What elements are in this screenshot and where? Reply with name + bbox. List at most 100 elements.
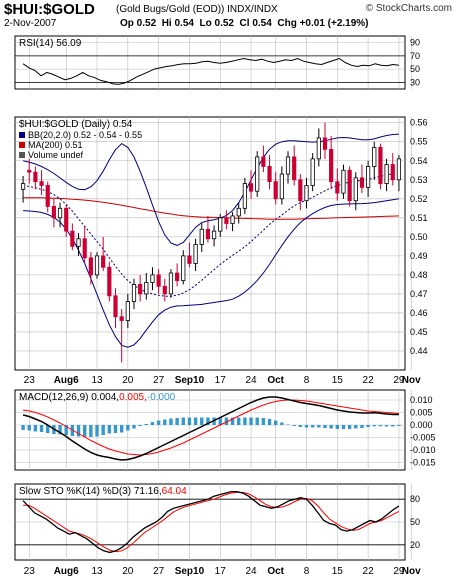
macd-histogram-bar: [187, 417, 192, 425]
candle-body-down: [70, 230, 75, 247]
x-axis-label-bottom: Sep10: [175, 566, 205, 577]
macd-histogram-bar: [206, 417, 210, 425]
macd-histogram-bar: [119, 425, 124, 433]
candle-body-up: [255, 156, 260, 192]
macd-histogram-bar: [82, 425, 87, 437]
macd-histogram-bar: [76, 425, 81, 437]
x-axis-label-bottom: Nov: [402, 566, 421, 577]
quote-low: Lo 0.52: [199, 18, 234, 29]
candle-body-up: [57, 207, 63, 219]
legend-swatch: [19, 132, 25, 138]
legend-entry: Volume undef: [28, 150, 84, 160]
candle-body-down: [45, 185, 50, 207]
quote-line: Op 0.52 Hi 0.54 Lo 0.52 Cl 0.54 Chg +0.0…: [120, 18, 369, 29]
macd-histogram-bar: [200, 417, 204, 425]
macd-histogram-bar: [46, 425, 50, 433]
macd-histogram-bar: [360, 425, 364, 428]
macd-histogram-bar: [113, 425, 118, 433]
macd-histogram-bar: [249, 417, 253, 425]
macd-histogram-bar: [230, 417, 235, 425]
price-y-tick-label: 0.52: [410, 194, 428, 204]
x-axis-label: 27: [153, 375, 165, 386]
price-y-tick-label: 0.45: [410, 327, 428, 337]
macd-title: MACD(12,26,9) 0.004,: [19, 392, 119, 403]
macd-y-tick-label: 0.005: [410, 408, 433, 418]
macd-histogram-bar: [384, 425, 389, 427]
candle-body-up: [181, 255, 186, 281]
candle-body-down: [329, 148, 334, 183]
chart-symbol: $HUI:$GOLD: [4, 1, 95, 18]
macd-y-tick-label: 0.000: [410, 420, 433, 430]
x-axis-label: Sep10: [175, 375, 205, 386]
macd-histogram-bar: [298, 425, 303, 427]
sto-k-line: [22, 490, 400, 554]
x-axis-label: 29: [393, 375, 405, 386]
macd-histogram-bar: [292, 425, 296, 426]
candle-body-up: [285, 156, 291, 175]
x-axis-label: Oct: [267, 375, 284, 386]
quote-open: Op 0.52: [120, 18, 157, 29]
x-axis-label-bottom: Aug6: [54, 566, 79, 577]
candle-body-down: [162, 285, 167, 295]
price-y-tick-label: 0.56: [410, 118, 428, 128]
x-axis-label: 15: [332, 375, 344, 386]
candle-body-down: [101, 255, 106, 268]
candle-body-up: [316, 137, 321, 160]
sto-y-tick-label: 80: [410, 494, 420, 504]
macd-y-tick-label: -0.015: [410, 458, 436, 468]
macd-line: [22, 396, 399, 461]
macd-histogram-bar: [163, 419, 167, 425]
x-axis-label-bottom: Oct: [267, 566, 284, 577]
candle-body-up: [341, 169, 346, 194]
macd-histogram-bar: [261, 418, 266, 425]
macd-signal-line: [23, 399, 399, 456]
macd-histogram-bar: [224, 417, 229, 425]
candle-body-down: [88, 257, 93, 276]
price-y-tick-label: 0.44: [410, 346, 428, 356]
quote-high: Hi 0.54: [161, 18, 194, 29]
quote-change: Chg +0.01 (+2.19%): [277, 18, 369, 29]
macd-title: -0.000: [147, 392, 176, 403]
macd-histogram-bar: [101, 425, 105, 435]
macd-histogram-bar: [126, 425, 130, 431]
macd-histogram-bar: [58, 425, 62, 435]
macd-histogram-bar: [193, 417, 198, 425]
macd-histogram-bar: [144, 424, 149, 425]
legend-entry: BB(20,2.0) 0.52 - 0.54 - 0.55: [28, 130, 142, 140]
x-axis-label: 23: [24, 375, 36, 386]
bb-upper-line: [22, 133, 399, 246]
macd-histogram-bar: [21, 425, 25, 430]
x-axis-label: 20: [122, 375, 134, 386]
candle-body-down: [27, 169, 32, 173]
candle-body-up: [236, 207, 241, 217]
rsi-y-tick-label: 70: [410, 51, 420, 61]
macd-title: 0.005,: [119, 392, 147, 403]
chart-subtitle: (Gold Bugs/Gold (EOD)) INDX/INDX: [116, 4, 278, 15]
x-axis-label: 17: [215, 375, 227, 386]
candle-body-down: [51, 206, 56, 219]
candle-body-down: [156, 274, 161, 287]
candle-body-up: [199, 228, 204, 245]
macd-y-tick-label: 0.010: [410, 395, 433, 405]
x-axis-label-bottom: 23: [24, 566, 36, 577]
sto-title: 64.04: [162, 486, 187, 497]
x-axis-label-bottom: 24: [245, 566, 257, 577]
candle-body-up: [168, 272, 174, 295]
candle-body-up: [242, 183, 247, 209]
candle-body-down: [33, 171, 38, 183]
macd-histogram-bar: [329, 425, 333, 429]
sto-y-tick-label: 50: [410, 517, 420, 527]
candle-body-up: [193, 244, 198, 264]
candle-body-up: [372, 147, 377, 167]
sto-d-line: [23, 491, 400, 553]
price-title: $HUI:$GOLD (Daily) 0.54: [19, 119, 133, 130]
candle-body-down: [39, 181, 44, 186]
x-axis-label-bottom: 15: [332, 566, 344, 577]
price-y-tick-label: 0.46: [410, 308, 428, 318]
legend-entry: MA(200) 0.51: [28, 140, 83, 150]
macd-histogram-bar: [323, 425, 327, 428]
macd-histogram-bar: [397, 425, 401, 426]
rsi-panel: [14, 35, 406, 90]
macd-histogram-bar: [255, 417, 259, 425]
sto-y-tick-label: 20: [410, 540, 420, 550]
